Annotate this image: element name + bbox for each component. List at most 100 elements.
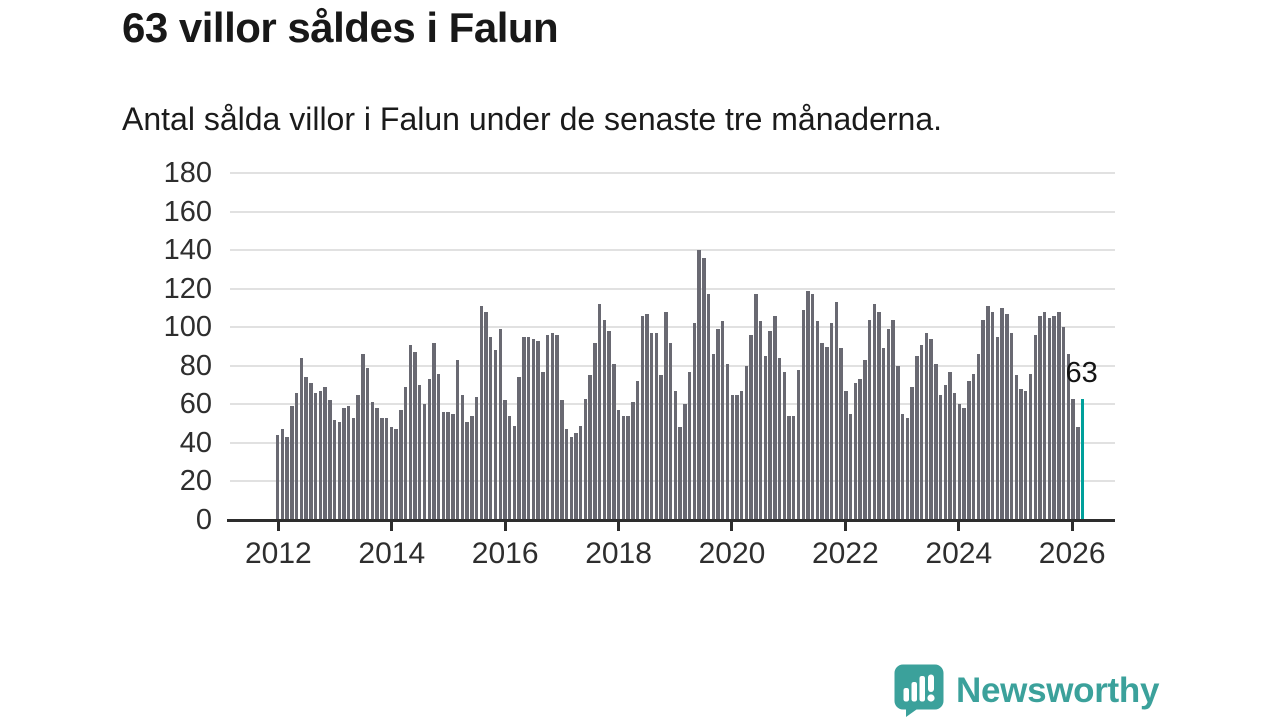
bar [560, 400, 564, 520]
bar [763, 356, 768, 520]
bar [583, 398, 588, 520]
bar [678, 427, 682, 520]
gridline-y-140 [230, 249, 1115, 252]
bar [489, 336, 493, 520]
bar [564, 429, 569, 520]
y-axis-tick-label: 100 [163, 311, 212, 344]
x-axis-tick [1070, 521, 1074, 531]
bar [782, 371, 787, 520]
bar [976, 354, 981, 520]
bar [399, 410, 403, 520]
chart-title: 63 villor såldes i Falun [122, 4, 559, 51]
bar [318, 390, 323, 520]
bar [1042, 311, 1047, 520]
bar [1071, 398, 1075, 520]
bar [645, 313, 649, 520]
bar [825, 346, 829, 520]
bar [280, 429, 285, 520]
x-axis-tick [843, 521, 847, 531]
bar [299, 358, 304, 520]
bar [844, 390, 848, 520]
bar [1033, 334, 1037, 520]
bar [1014, 375, 1018, 520]
bar [919, 344, 924, 520]
bar [815, 321, 820, 520]
bar [635, 381, 640, 520]
bar [872, 304, 876, 520]
chart-subtitle: Antal sålda villor i Falun under de sena… [122, 101, 943, 137]
bar [730, 394, 734, 520]
y-axis-tick-label: 40 [179, 426, 212, 459]
bar [749, 334, 753, 520]
bar [418, 385, 422, 520]
bar [787, 415, 791, 520]
x-axis-tick [957, 521, 961, 531]
bar [863, 360, 867, 520]
bar [285, 437, 289, 520]
x-axis-tick-label: 2016 [471, 537, 539, 570]
y-axis-tick-label: 180 [163, 157, 212, 189]
bar-chart-plot-area: 0 20 40 60 80 100 120 140 160 180 2012 2014 2016 2018… [164, 157, 1115, 570]
bar [938, 394, 943, 520]
bar [1000, 307, 1004, 520]
bar [1038, 315, 1042, 520]
bar [602, 319, 607, 520]
bar [1061, 327, 1066, 520]
bar [962, 408, 966, 520]
bar [394, 429, 398, 520]
bar [545, 334, 550, 520]
bar [929, 338, 933, 520]
bar [735, 394, 739, 520]
bar [465, 421, 469, 520]
x-axis-tick-label: 2020 [698, 537, 766, 570]
bar [517, 377, 521, 520]
bar [777, 358, 782, 520]
y-axis-tick-label: 120 [163, 272, 212, 305]
bar [432, 342, 436, 520]
bar [574, 433, 578, 520]
bar [867, 319, 872, 520]
bar [886, 329, 891, 520]
bar [455, 360, 460, 520]
bar [484, 311, 488, 520]
bar [403, 386, 408, 520]
bar [555, 334, 559, 520]
bar [673, 390, 678, 520]
bar [971, 373, 976, 520]
bar [593, 342, 597, 520]
bar [995, 336, 1000, 520]
gridline-y-60 [230, 403, 1115, 406]
bar [512, 425, 517, 520]
bar [276, 435, 280, 520]
bar [853, 383, 858, 520]
gridline-y-40 [230, 441, 1115, 444]
bar [664, 311, 668, 520]
bar [706, 294, 711, 520]
x-axis-tick-label: 2022 [812, 537, 879, 570]
bar [446, 412, 450, 520]
x-axis-tick [503, 521, 507, 531]
bar [1019, 388, 1023, 520]
bar [370, 402, 375, 520]
bar [389, 427, 394, 520]
bar [526, 336, 531, 520]
bar [1024, 390, 1028, 520]
bar [313, 392, 318, 520]
bar [460, 394, 465, 520]
bar [768, 331, 772, 520]
gridline-y-20 [230, 480, 1115, 483]
bar [692, 323, 697, 520]
bar [337, 421, 341, 520]
bar [342, 408, 346, 520]
bar [905, 417, 910, 520]
bar [683, 404, 687, 520]
bar [607, 331, 611, 520]
bar [948, 371, 952, 520]
bar [744, 365, 749, 520]
bar [588, 375, 592, 520]
bar [1066, 354, 1071, 520]
bar [981, 319, 985, 520]
y-axis-tick-label: 140 [163, 234, 212, 267]
bar [536, 340, 540, 520]
